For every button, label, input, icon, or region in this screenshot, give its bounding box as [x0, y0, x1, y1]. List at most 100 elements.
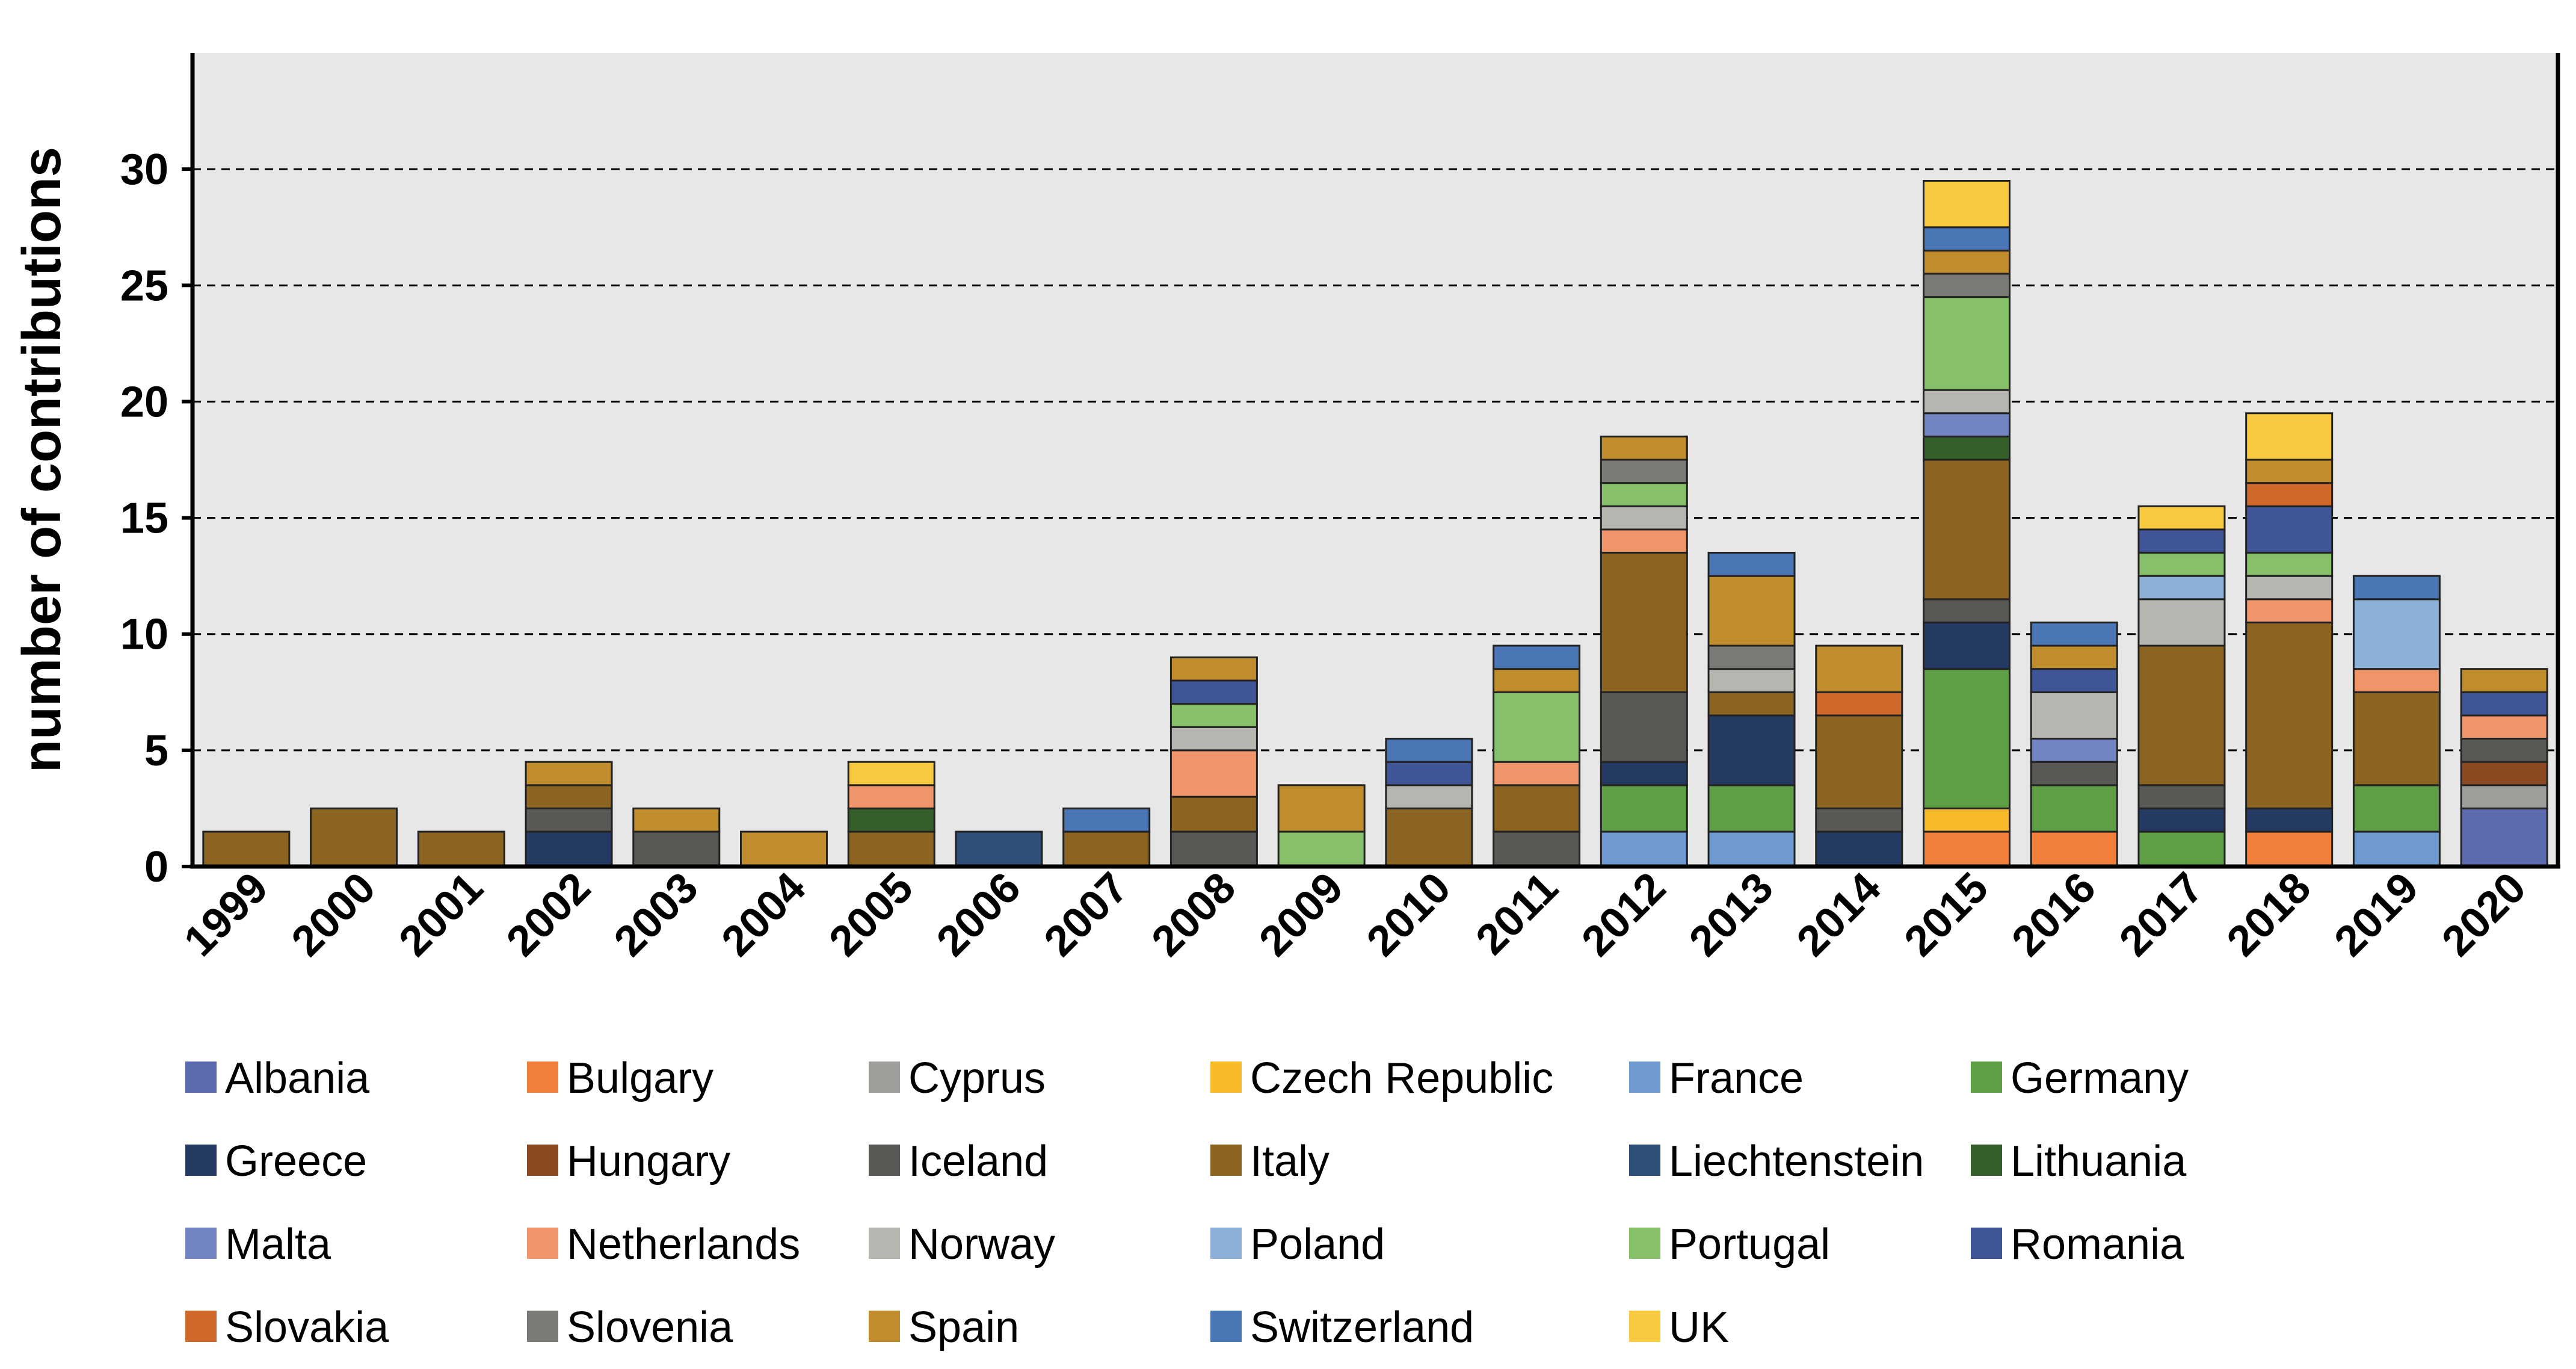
bar-segment-2014-slovakia	[1815, 691, 1903, 717]
bar-segment-2017-iceland	[2137, 784, 2226, 809]
x-tick-label: 2009	[1250, 864, 1352, 966]
legend-swatch-italy	[1210, 1145, 1242, 1176]
legend-swatch-uk	[1629, 1311, 1660, 1342]
bar-segment-2014-greece	[1815, 830, 1903, 868]
bars	[202, 179, 2548, 868]
x-tick-label: 2018	[2218, 864, 2320, 966]
legend-swatch-liechtenstein	[1629, 1145, 1660, 1176]
x-tick-label: 2003	[605, 864, 707, 966]
legend-label: Germany	[2011, 1054, 2189, 1102]
bar-segment-2016-iceland	[2030, 761, 2118, 786]
y-tick-label: 0	[144, 843, 168, 891]
y-tick-label: 20	[120, 378, 168, 426]
x-axis-ticks: 1999 2000 2001 2002 2003 2004 2005 2006 2007 2008…	[175, 864, 2535, 966]
x-tick-label: 2017	[2110, 864, 2213, 966]
y-axis-label: number of contributions	[12, 147, 72, 773]
bar-segment-2020-romania	[2460, 691, 2548, 717]
legend-label: Greece	[225, 1137, 367, 1185]
bar-segment-2012-france	[1600, 830, 1688, 868]
x-tick-label: 2015	[1895, 864, 1997, 966]
legend-swatch-lithuania	[1971, 1145, 2002, 1176]
x-tick-label: 2002	[498, 864, 600, 966]
legend-swatch-netherlands	[527, 1228, 558, 1259]
bar-segment-2008-portugal	[1169, 703, 1258, 728]
legend-swatch-malta	[185, 1228, 217, 1259]
bar-segment-2020-albania	[2460, 807, 2548, 868]
bar-segment-2017-uk	[2137, 505, 2226, 531]
bar-segment-2008-spain	[1169, 656, 1258, 682]
x-tick-label: 2011	[1467, 864, 1567, 964]
x-tick-label: 2019	[2325, 864, 2427, 966]
legend-label: Portugal	[1669, 1220, 1830, 1269]
bar-segment-2010-romania	[1385, 761, 1473, 786]
bar-segment-2020-netherlands	[2460, 714, 2548, 740]
bar-segment-2012-greece	[1600, 761, 1688, 786]
bar-segment-2015-portugal	[1923, 296, 2011, 391]
bar-segment-2008-netherlands	[1169, 749, 1258, 798]
bar-segment-2016-romania	[2030, 668, 2118, 693]
bar-segment-2018-norway	[2245, 575, 2334, 601]
legend-swatch-bulgary	[527, 1062, 558, 1093]
bar-segment-2011-iceland	[1493, 830, 1581, 868]
x-tick-label: 2005	[820, 864, 922, 966]
bar-segment-2011-spain	[1493, 668, 1581, 693]
legend-label: Czech Republic	[1250, 1054, 1553, 1102]
x-tick-label: 2013	[1680, 864, 1783, 966]
legend-label: France	[1669, 1054, 1804, 1102]
bar-segment-2011-netherlands	[1493, 761, 1581, 786]
bar-segment-2016-malta	[2030, 738, 2118, 763]
bar-segment-2013-spain	[1707, 575, 1796, 647]
x-tick-label: 2012	[1573, 864, 1675, 966]
bar-segment-2013-slovenia	[1707, 644, 1796, 670]
bar-segment-2005-uk	[847, 761, 935, 786]
bar-segment-2012-portugal	[1600, 482, 1688, 507]
legend-label: Albania	[225, 1054, 370, 1102]
bar-segment-2010-switzerland	[1385, 738, 1473, 763]
bar-segment-2017-poland	[2137, 575, 2226, 601]
x-tick-label: 2007	[1035, 864, 1138, 966]
bar-segment-2013-france	[1707, 830, 1796, 868]
bar-segment-2016-germany	[2030, 784, 2118, 833]
bar-segment-2012-germany	[1600, 784, 1688, 833]
bar-segment-2018-greece	[2245, 807, 2334, 833]
bar-segment-2007-italy	[1062, 830, 1151, 868]
bar-segment-2012-iceland	[1600, 691, 1688, 763]
y-tick-label: 30	[120, 146, 168, 194]
bar-segment-2017-portugal	[2137, 552, 2226, 577]
legend-label: Poland	[1250, 1220, 1385, 1269]
bar-segment-2019-france	[2352, 830, 2441, 868]
bar-segment-2013-norway	[1707, 668, 1796, 693]
bar-segment-2015-malta	[1923, 412, 2011, 437]
bar-segment-2015-spain	[1923, 249, 2011, 275]
bar-segment-2012-netherlands	[1600, 528, 1688, 554]
legend-swatch-norway	[869, 1228, 900, 1259]
y-tick-label: 5	[144, 727, 168, 775]
bar-segment-2014-iceland	[1815, 807, 1903, 833]
bar-segment-2013-greece	[1707, 714, 1796, 786]
bar-segment-2012-norway	[1600, 505, 1688, 531]
bar-segment-1999-italy	[202, 830, 291, 868]
y-tick-label: 25	[120, 262, 168, 310]
bar-segment-2003-spain	[632, 807, 721, 833]
x-tick-label: 1999	[175, 864, 277, 966]
bar-segment-2015-lithuania	[1923, 435, 2011, 461]
bar-segment-2019-netherlands	[2352, 668, 2441, 693]
bar-segment-2017-romania	[2137, 528, 2226, 554]
bar-segment-2009-spain	[1277, 784, 1366, 833]
bar-segment-2018-netherlands	[2245, 598, 2334, 623]
legend-swatch-switzerland	[1210, 1311, 1242, 1342]
x-tick-label: 2001	[390, 864, 492, 966]
bar-segment-2012-italy	[1600, 552, 1688, 693]
legend: Albania Bulgary Cyprus Czech Republic France…	[185, 1054, 2189, 1352]
legend-swatch-slovakia	[185, 1311, 217, 1342]
legend-label: Liechtenstein	[1669, 1137, 1924, 1185]
legend-swatch-france	[1629, 1062, 1660, 1093]
bar-segment-2019-italy	[2352, 691, 2441, 786]
x-tick-label: 2010	[1358, 864, 1460, 966]
bar-segment-2006-liechtenstein	[955, 830, 1043, 868]
bar-segment-2005-italy	[847, 830, 935, 868]
bar-segment-2015-norway	[1923, 389, 2011, 415]
bar-segment-2005-netherlands	[847, 784, 935, 809]
legend-swatch-czech-republic	[1210, 1062, 1242, 1093]
bar-segment-2002-greece	[525, 830, 613, 868]
